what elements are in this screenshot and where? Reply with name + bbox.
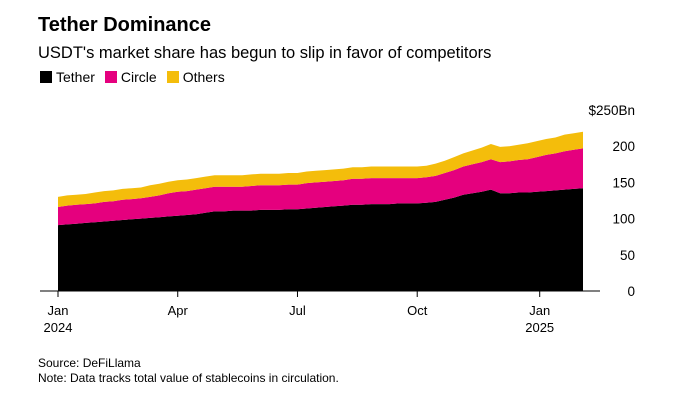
source-note: Source: DeFiLlama <box>38 356 141 370</box>
y-tick-label-4: 50 <box>620 248 635 263</box>
y-tick-label-2: 150 <box>612 175 635 190</box>
x-tick-label-2: Jul <box>289 303 306 318</box>
chart-title: Tether Dominance <box>38 14 211 36</box>
x-tick-label-3: Oct <box>407 303 428 318</box>
x-axis-ticks: Jan 2024 Apr Jul Oct Jan 2025 <box>44 291 554 335</box>
legend-swatch-circle <box>104 71 117 83</box>
x-tick-sublabel-4: 2025 <box>525 320 554 335</box>
y-tick-label-1: 200 <box>612 139 635 154</box>
x-tick-label-0: Jan <box>48 303 69 318</box>
legend-swatch-others <box>166 71 179 83</box>
data-note: Note: Data tracks total value of stablec… <box>38 371 339 385</box>
area-circle <box>58 148 583 226</box>
chart-areas <box>58 131 583 291</box>
area-others <box>58 131 583 207</box>
legend-item-others: Others <box>166 69 225 85</box>
chart-footer: Source: DeFiLlama Note: Data tracks tota… <box>38 356 339 386</box>
x-tick-label-4: Jan <box>529 303 550 318</box>
y-axis-ticks: $250Bn 200 150 100 50 0 <box>588 103 635 299</box>
legend-item-tether: Tether <box>40 69 95 85</box>
x-tick-label-1: Apr <box>168 303 189 318</box>
legend-label-tether: Tether <box>56 69 95 85</box>
x-tick-sublabel-0: 2024 <box>44 320 73 335</box>
area-tether <box>58 188 583 291</box>
legend-label-others: Others <box>182 69 225 85</box>
y-tick-label-3: 100 <box>612 212 635 227</box>
legend-label-circle: Circle <box>120 69 157 85</box>
chart-subtitle: USDT's market share has begun to slip in… <box>38 44 492 62</box>
y-tick-label-0: $250Bn <box>588 103 635 118</box>
legend-item-circle: Circle <box>104 69 157 85</box>
chart-legend: Tether Circle Others <box>40 69 235 85</box>
y-tick-label-5: 0 <box>627 284 635 299</box>
legend-swatch-tether <box>40 71 52 83</box>
